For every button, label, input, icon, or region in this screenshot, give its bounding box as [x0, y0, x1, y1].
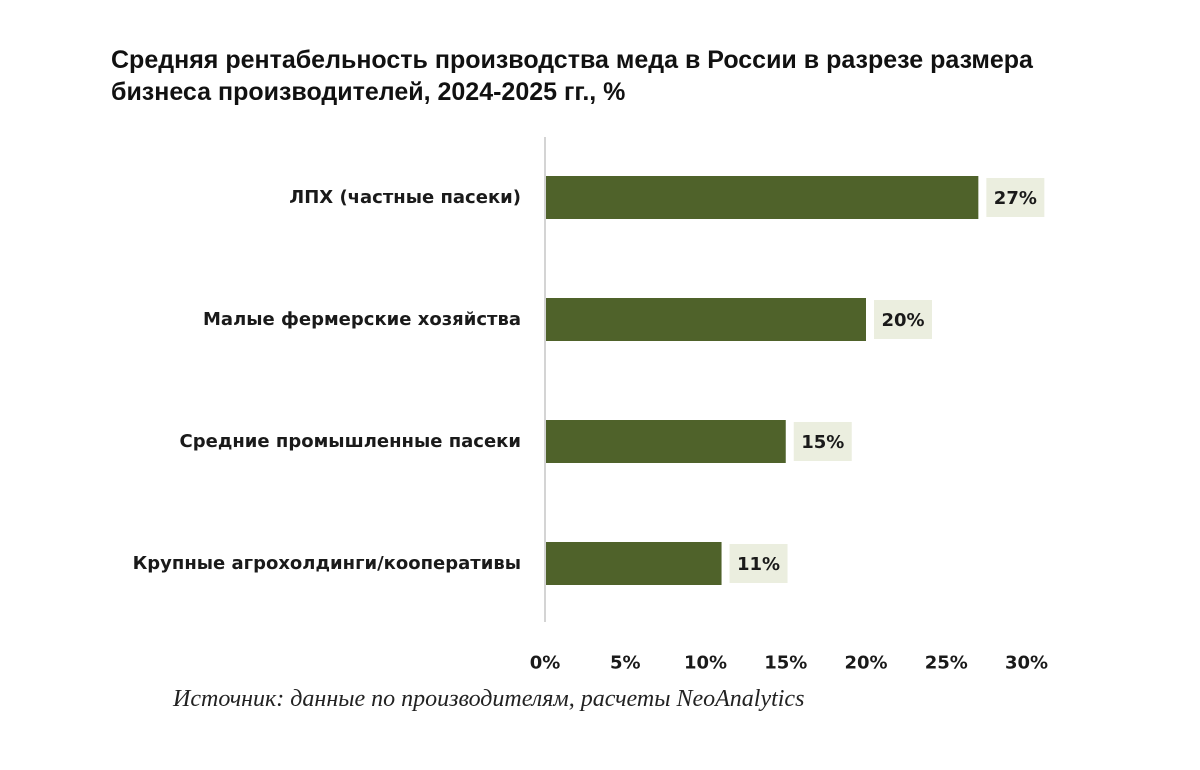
data-label-bg [793, 422, 852, 461]
category-label: Средние промышленные пасеки [180, 431, 521, 452]
source-note: Источник: данные по производителям, расч… [173, 686, 805, 712]
chart-title-line-2: бизнеса производителей, 2024-2025 гг., % [111, 78, 626, 106]
data-label: 11% [737, 554, 780, 575]
data-label-bg [874, 300, 932, 339]
category-label: ЛПХ (частные пасеки) [289, 187, 521, 208]
x-tick-label: 30% [1005, 653, 1048, 674]
x-tick-label: 15% [764, 653, 807, 674]
bar [546, 176, 979, 219]
x-tick-label: 25% [925, 653, 968, 674]
data-label: 15% [801, 432, 844, 453]
x-tick-label: 10% [684, 653, 727, 674]
bar [546, 420, 786, 463]
x-tick-label: 5% [610, 653, 641, 674]
data-label: 20% [881, 310, 924, 331]
data-label-bg [986, 178, 1045, 217]
bar [546, 298, 866, 341]
chart-title: Средняя рентабельность производства меда… [111, 44, 1171, 108]
data-label-bg [729, 544, 788, 583]
chart-title-line-1: Средняя рентабельность производства меда… [111, 46, 1033, 74]
data-label: 27% [994, 188, 1037, 209]
x-tick-label: 20% [844, 653, 887, 674]
x-tick-label: 0% [530, 653, 561, 674]
bar [546, 542, 722, 585]
category-label: Малые фермерские хозяйства [203, 309, 521, 330]
category-label: Крупные агрохолдинги/кооперативы [133, 553, 521, 574]
